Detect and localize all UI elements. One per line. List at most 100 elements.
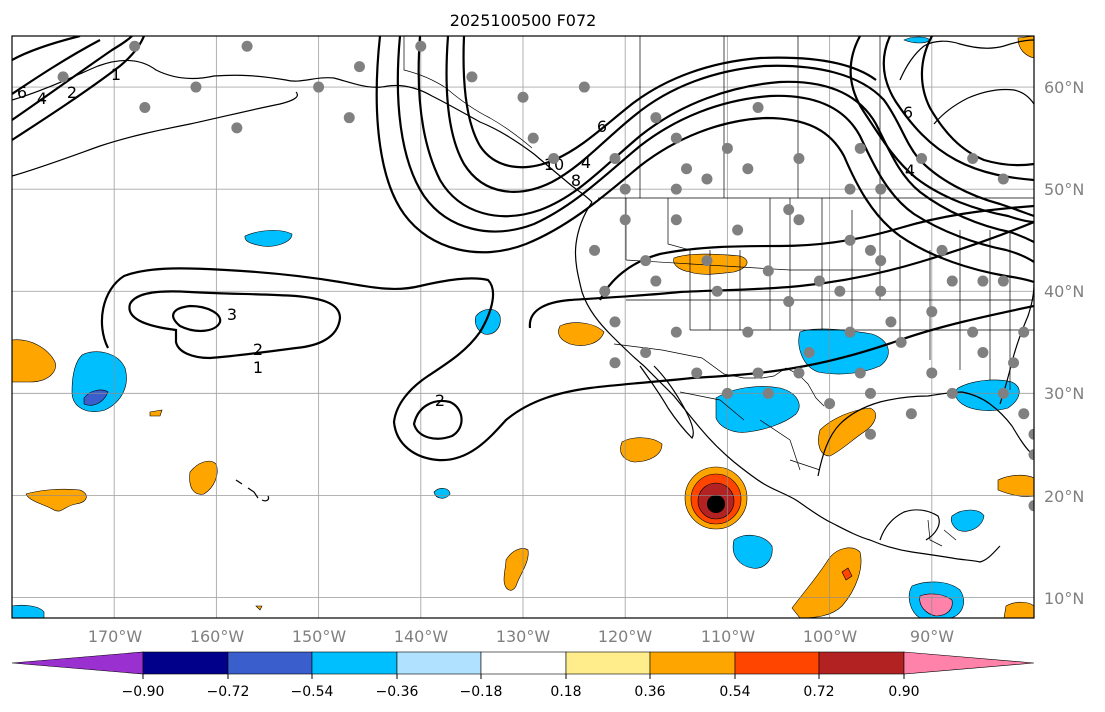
shade-orange bbox=[189, 460, 218, 495]
station-dot bbox=[977, 275, 989, 287]
station-dot bbox=[926, 367, 938, 379]
station-dot bbox=[670, 132, 682, 144]
station-dot bbox=[854, 367, 866, 379]
station-dot bbox=[681, 163, 693, 175]
colorbar-segment bbox=[480, 651, 567, 675]
lon-label: 90°W bbox=[910, 627, 954, 646]
storm-center-marker bbox=[707, 495, 725, 513]
station-dot bbox=[875, 255, 887, 267]
station-dot bbox=[599, 285, 611, 297]
alaska-canada-border bbox=[403, 36, 533, 149]
yucatan-coastline bbox=[879, 509, 940, 541]
station-dot bbox=[752, 367, 764, 379]
contour-line bbox=[12, 39, 101, 95]
station-dot bbox=[415, 40, 427, 52]
station-dot bbox=[813, 275, 825, 287]
lon-label: 140°W bbox=[394, 627, 449, 646]
station-dot bbox=[793, 367, 805, 379]
station-dot bbox=[313, 81, 325, 93]
station-dot bbox=[1018, 408, 1030, 420]
coastlines bbox=[12, 39, 1034, 563]
station-dot bbox=[824, 398, 836, 410]
station-dot bbox=[977, 347, 989, 359]
contour-line bbox=[920, 36, 1034, 167]
contour-label: 6 bbox=[597, 117, 607, 136]
shade-blue bbox=[950, 509, 985, 532]
station-dot bbox=[548, 153, 560, 165]
lon-label: 120°W bbox=[598, 627, 653, 646]
political-borders bbox=[403, 36, 1034, 547]
colorbar-tick-label: 0.18 bbox=[550, 684, 581, 700]
contour-label: 4 bbox=[581, 153, 591, 172]
station-dot bbox=[231, 122, 243, 134]
contour-labels: 1 2 3 2 4 6 1 2 4 6 4 6 8 10 bbox=[17, 65, 915, 410]
shade-dark-blue bbox=[83, 389, 109, 406]
station-dot bbox=[1049, 347, 1060, 358]
station-dot bbox=[650, 275, 662, 287]
shade-blue bbox=[474, 308, 501, 335]
map-content: 1 2 3 2 4 6 1 2 4 6 4 6 8 10 bbox=[12, 36, 1091, 618]
shade-blue bbox=[244, 230, 293, 247]
station-dot bbox=[466, 71, 478, 83]
shade-blue bbox=[955, 379, 1020, 411]
station-dot bbox=[732, 224, 744, 236]
station-dot bbox=[711, 285, 723, 297]
contour-line bbox=[172, 304, 222, 332]
station-dot bbox=[762, 387, 774, 399]
contour-line bbox=[12, 36, 133, 121]
gridlines bbox=[12, 36, 1034, 618]
lon-label: 170°W bbox=[88, 627, 143, 646]
shade-orange bbox=[818, 407, 876, 457]
lat-label: 20°N bbox=[1044, 487, 1084, 506]
station-dot bbox=[926, 306, 938, 318]
contour-line bbox=[445, 36, 1034, 218]
colorbar-segment bbox=[649, 651, 736, 675]
station-dot bbox=[670, 326, 682, 338]
station-dot bbox=[752, 101, 764, 113]
contour-line bbox=[412, 399, 463, 440]
colorbar-segment bbox=[396, 651, 482, 675]
shade-red-orange bbox=[841, 567, 853, 581]
station-dot bbox=[854, 142, 866, 154]
station-dot bbox=[742, 163, 754, 175]
us-mexico-border bbox=[613, 343, 825, 407]
station-dot bbox=[609, 316, 621, 328]
colorbar-segment bbox=[734, 651, 820, 675]
station-dot bbox=[1059, 337, 1070, 348]
mexico-state-borders bbox=[679, 391, 821, 471]
station-dot bbox=[803, 347, 815, 359]
station-dot bbox=[241, 40, 253, 52]
map-frame bbox=[11, 35, 1035, 619]
colorbar-tick-label: −0.18 bbox=[460, 684, 503, 700]
station-dot bbox=[721, 142, 733, 154]
latitude-labels: 60°N 50°N 40°N 30°N 20°N 10°N bbox=[1044, 78, 1084, 608]
contour-label: 2 bbox=[253, 340, 263, 359]
shade-orange bbox=[149, 409, 163, 417]
map-title: 2025100500 F072 bbox=[450, 11, 597, 30]
lon-label: 150°W bbox=[292, 627, 347, 646]
station-dot bbox=[343, 112, 355, 124]
shade-orange bbox=[503, 548, 529, 591]
north-america-coastline bbox=[574, 201, 1001, 563]
contour-line bbox=[128, 290, 342, 360]
station-dot bbox=[864, 428, 876, 440]
contour-label: 1 bbox=[111, 65, 121, 84]
colorbar-tick-label: 0.72 bbox=[803, 684, 834, 700]
station-dot bbox=[895, 336, 907, 348]
shade-orange bbox=[25, 488, 87, 512]
contour-label: 2 bbox=[435, 391, 445, 410]
lon-label: 160°W bbox=[190, 627, 245, 646]
station-dot bbox=[1080, 255, 1091, 266]
station-dot bbox=[946, 275, 958, 287]
contour-line bbox=[396, 36, 1034, 263]
gulf-coastline bbox=[817, 391, 1031, 477]
station-dot bbox=[936, 244, 948, 256]
station-dot bbox=[129, 40, 141, 52]
station-dot bbox=[670, 214, 682, 226]
station-dot bbox=[997, 173, 1009, 185]
station-dot bbox=[762, 265, 774, 277]
station-dot bbox=[967, 326, 979, 338]
contour-line bbox=[12, 36, 81, 61]
station-markers bbox=[57, 40, 1091, 512]
shade-orange bbox=[12, 339, 56, 383]
